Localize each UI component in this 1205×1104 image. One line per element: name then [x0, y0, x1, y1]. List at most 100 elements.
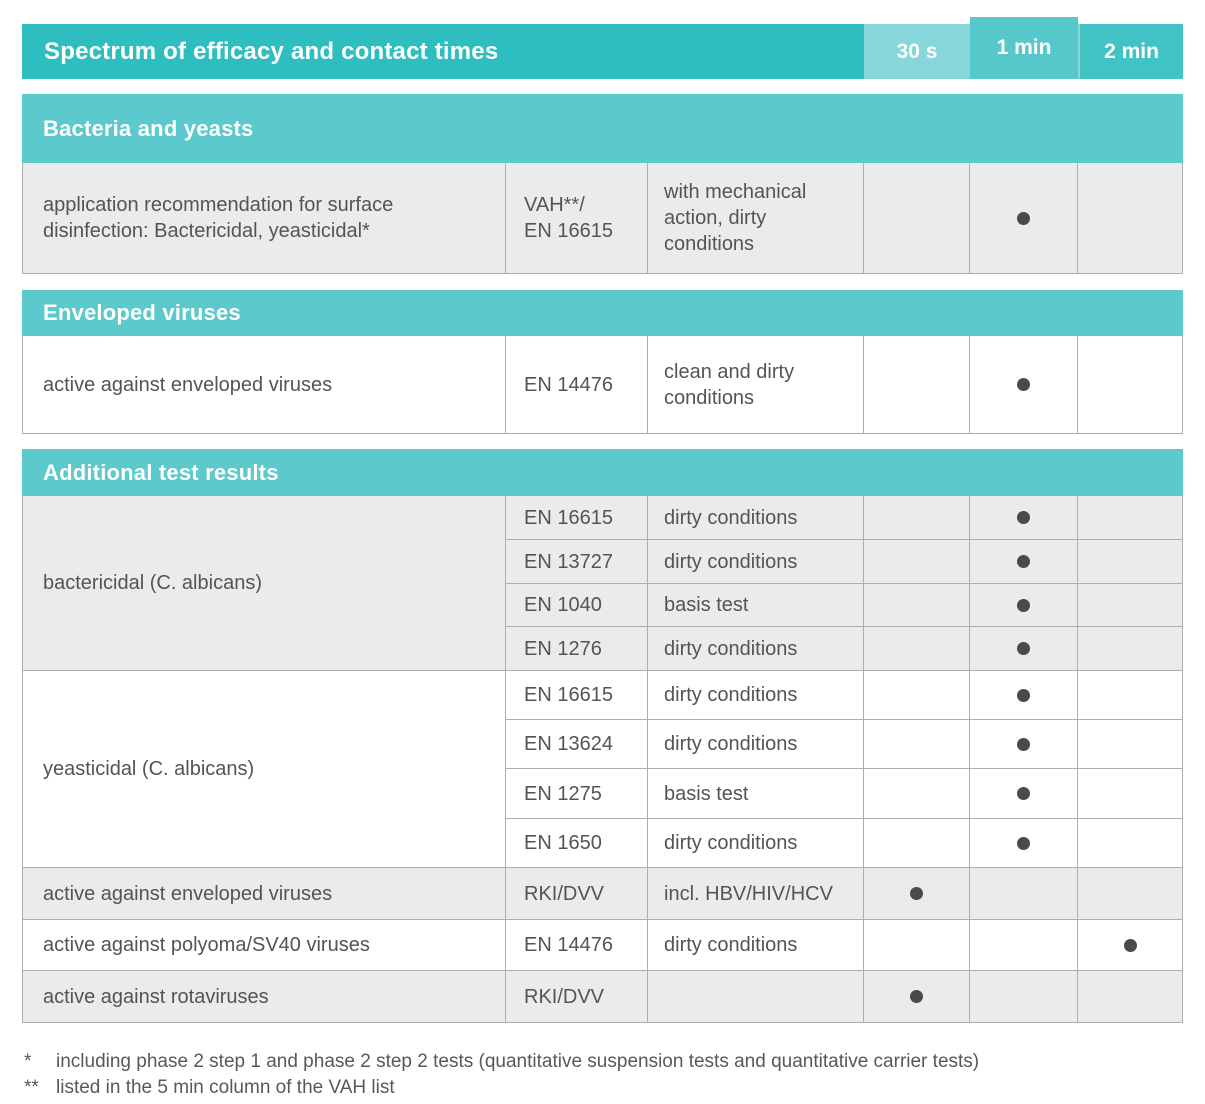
time-cell-2min: [1077, 496, 1182, 539]
standard-cell: EN 14476: [505, 919, 647, 970]
time-cell-2min: [1077, 539, 1182, 583]
time-cell-1min: [969, 867, 1077, 919]
efficacy-dot: [1017, 836, 1030, 850]
time-cell-1min: [969, 539, 1077, 583]
footnotes: * including phase 2 step 1 and phase 2 s…: [22, 1049, 1183, 1101]
time-cell-30s: [863, 818, 969, 867]
footnote-text: including phase 2 step 1 and phase 2 ste…: [56, 1051, 980, 1072]
time-cell-30s: [863, 867, 969, 919]
efficacy-dot: [1017, 598, 1030, 612]
efficacy-dot: [1017, 378, 1030, 391]
footnote-marker: *: [24, 1051, 32, 1072]
conditions-cell: dirty conditions: [647, 919, 863, 970]
time-cell-2min: [1077, 626, 1182, 670]
section-body-enveloped-viruses: active against enveloped viruses EN 1447…: [22, 336, 1183, 434]
row-description: active against enveloped viruses: [23, 867, 505, 919]
conditions-cell: dirty conditions: [647, 539, 863, 583]
time-cell-30s: [863, 919, 969, 970]
section-title: Additional test results: [43, 459, 279, 485]
efficacy-dot: [910, 990, 923, 1003]
conditions-cell: dirty conditions: [647, 670, 863, 719]
conditions-cell: dirty conditions: [647, 496, 863, 539]
conditions-cell: basis test: [647, 768, 863, 818]
footnote-double-asterisk: ** listed in the 5 min column of the VAH…: [24, 1075, 1183, 1101]
standard-cell: RKI/DVV: [505, 970, 647, 1022]
standard-cell: EN 16615: [505, 670, 647, 719]
standard-cell: EN 1276: [505, 626, 647, 670]
time-cell-2min: [1077, 919, 1182, 970]
conditions-cell: incl. HBV/HIV/HCV: [647, 867, 863, 919]
standard-cell: EN 1650: [505, 818, 647, 867]
standard-cell: RKI/DVV: [505, 867, 647, 919]
time-cell-30s: [863, 336, 969, 433]
standard-cell: EN 14476: [505, 336, 647, 433]
section-header-enveloped-viruses: Enveloped viruses: [22, 290, 1183, 336]
time-cell-1min: [969, 970, 1077, 1022]
section-title: Bacteria and yeasts: [43, 115, 254, 141]
time-cell-1min: [969, 818, 1077, 867]
section-header-additional-test-results: Additional test results: [22, 449, 1183, 496]
conditions-cell: dirty conditions: [647, 626, 863, 670]
time-cell-2min: [1077, 336, 1182, 433]
time-cell-2min: [1077, 583, 1182, 626]
conditions-cell: dirty conditions: [647, 818, 863, 867]
time-cell-30s: [863, 768, 969, 818]
efficacy-table-page: Spectrum of efficacy and contact times 3…: [22, 17, 1183, 1101]
time-cell-1min: [969, 919, 1077, 970]
section-body-additional-test-results: bactericidal (C. albicans) EN 16615 dirt…: [22, 496, 1183, 1023]
efficacy-dot: [1017, 642, 1030, 655]
column-header-2min: 2 min: [1078, 24, 1183, 79]
efficacy-dot: [910, 887, 923, 900]
efficacy-dot: [1017, 787, 1030, 800]
time-cell-2min: [1077, 163, 1182, 273]
footnote-single-asterisk: * including phase 2 step 1 and phase 2 s…: [24, 1049, 1183, 1075]
time-cell-30s: [863, 496, 969, 539]
time-cell-30s: [863, 539, 969, 583]
footnote-text: listed in the 5 min column of the VAH li…: [56, 1077, 395, 1098]
time-cell-30s: [863, 163, 969, 273]
column-header-1min: 1 min: [970, 17, 1078, 79]
row-description: active against polyoma/SV40 viruses: [23, 919, 505, 970]
efficacy-dot: [1017, 211, 1030, 225]
table-title: Spectrum of efficacy and contact times: [44, 37, 499, 65]
standard-cell: VAH**/ EN 16615: [505, 163, 647, 273]
footnote-marker: **: [24, 1077, 39, 1098]
time-cell-1min: [969, 670, 1077, 719]
standard-cell: EN 13624: [505, 719, 647, 768]
time-cell-30s: [863, 719, 969, 768]
time-cell-30s: [863, 970, 969, 1022]
time-cell-1min: [969, 583, 1077, 626]
efficacy-dot: [1017, 555, 1030, 568]
conditions-cell: [647, 970, 863, 1022]
section-body-bacteria-and-yeasts: application recommendation for surface d…: [22, 163, 1183, 274]
efficacy-dot: [1017, 511, 1030, 524]
time-cell-2min: [1077, 719, 1182, 768]
time-cell-2min: [1077, 768, 1182, 818]
time-cell-1min: [969, 496, 1077, 539]
time-cell-2min: [1077, 867, 1182, 919]
time-cell-2min: [1077, 670, 1182, 719]
time-cell-1min: [969, 336, 1077, 433]
group-label-yeasticidal: yeasticidal (C. albicans): [23, 670, 505, 867]
group-label-bactericidal: bactericidal (C. albicans): [23, 496, 505, 670]
time-cell-1min: [969, 768, 1077, 818]
conditions-cell: dirty conditions: [647, 719, 863, 768]
time-cell-1min: [969, 626, 1077, 670]
conditions-cell: basis test: [647, 583, 863, 626]
conditions-cell: with mechanical action, dirty conditions: [647, 163, 863, 273]
table-title-cell: Spectrum of efficacy and contact times: [22, 24, 864, 79]
column-header-30s: 30 s: [864, 24, 970, 79]
standard-cell: EN 1275: [505, 768, 647, 818]
row-description: application recommendation for surface d…: [23, 163, 505, 273]
time-cell-30s: [863, 626, 969, 670]
row-description: active against enveloped viruses: [43, 373, 333, 396]
row-description: active against rotaviruses: [23, 970, 505, 1022]
standard-cell: EN 16615: [505, 496, 647, 539]
efficacy-dot: [1123, 938, 1137, 952]
standard-cell: EN 1040: [505, 583, 647, 626]
time-cell-2min: [1077, 818, 1182, 867]
conditions-cell: clean and dirty conditions: [647, 336, 863, 433]
efficacy-dot: [1017, 688, 1030, 702]
efficacy-dot: [1017, 737, 1030, 751]
section-header-bacteria-and-yeasts: Bacteria and yeasts: [22, 94, 1183, 163]
